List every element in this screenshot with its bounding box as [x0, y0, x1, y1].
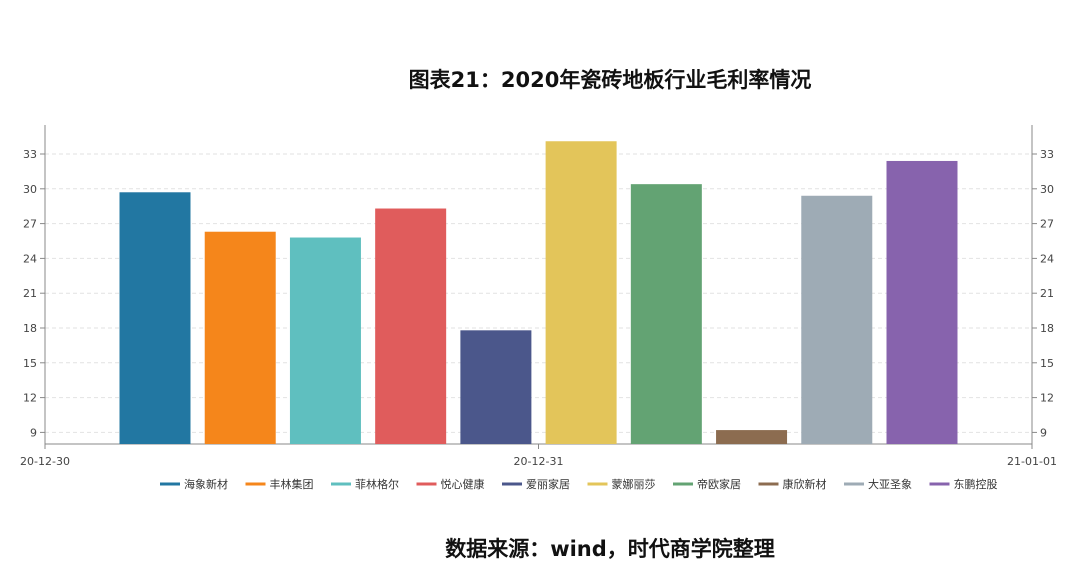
x-tick-label: 21-01-01: [1007, 455, 1057, 468]
legend-label: 东鹏控股: [954, 477, 998, 491]
y-tick-label-right: 21: [1040, 287, 1054, 300]
y-tick-label-right: 27: [1040, 218, 1054, 231]
legend-label: 菲林格尔: [355, 477, 399, 491]
legend-label: 大亚圣象: [868, 477, 912, 491]
y-tick-label-left: 33: [23, 148, 37, 161]
bar-2: [204, 231, 276, 444]
bar-1: [119, 192, 191, 444]
legend: 海象新材 丰林集团 菲林格尔 悦心健康 爱丽家居 蒙娜丽莎 帝欧家居 康欣新材 大亚圣象 东鹏控股: [160, 477, 998, 491]
y-tick-label-left: 21: [23, 287, 37, 300]
y-tick-label-right: 9: [1040, 426, 1047, 439]
y-tick-label-right: 18: [1040, 322, 1054, 335]
y-tick-label-left: 9: [30, 426, 37, 439]
bar-4: [375, 208, 447, 444]
x-tick-label: 20-12-30: [20, 455, 70, 468]
legend-label: 康欣新材: [783, 477, 827, 491]
bar-3: [289, 237, 361, 444]
x-tick-label: 20-12-31: [514, 455, 564, 468]
legend-label: 帝欧家居: [697, 477, 741, 491]
y-tick-label-right: 33: [1040, 148, 1054, 161]
legend-label: 丰林集团: [270, 477, 314, 491]
bar-7: [630, 184, 702, 444]
y-tick-label-left: 24: [23, 252, 37, 265]
source-note: 数据来源：wind，时代商学院整理: [445, 537, 775, 561]
y-tick-label-left: 18: [23, 322, 37, 335]
legend-label: 蒙娜丽莎: [612, 477, 656, 491]
bar-6: [545, 141, 617, 445]
bar-5: [460, 330, 532, 444]
chart-title: 图表21：2020年瓷砖地板行业毛利率情况: [408, 68, 812, 92]
y-tick-label-left: 30: [23, 183, 37, 196]
legend-label: 爱丽家居: [526, 477, 570, 491]
legend-label: 海象新材: [184, 477, 228, 491]
bar-8: [716, 430, 788, 444]
bars: [119, 141, 958, 445]
bar-9: [801, 195, 873, 444]
y-tick-label-right: 24: [1040, 252, 1054, 265]
y-tick-label-right: 12: [1040, 392, 1054, 405]
bar-10: [886, 160, 958, 444]
y-tick-label-left: 12: [23, 392, 37, 405]
y-tick-label-left: 15: [23, 357, 37, 370]
y-tick-label-right: 30: [1040, 183, 1054, 196]
legend-label: 悦心健康: [441, 477, 485, 491]
y-tick-label-left: 27: [23, 218, 37, 231]
y-tick-label-right: 15: [1040, 357, 1054, 370]
gridlines: [45, 153, 1032, 433]
